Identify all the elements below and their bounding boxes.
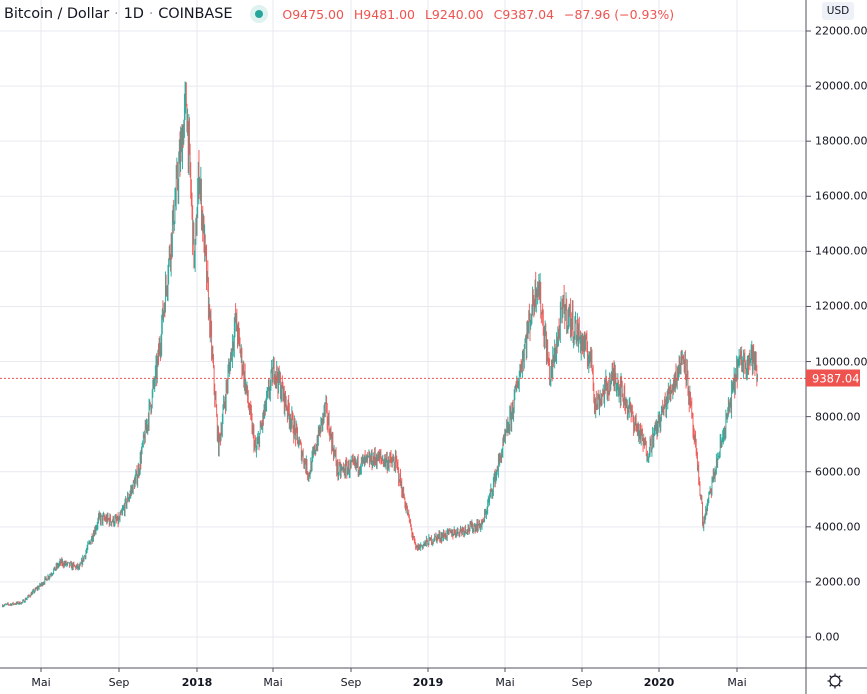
- ohlc-values: O9475.00 H9481.00 L9240.00 C9387.04 −87.…: [282, 7, 680, 22]
- separator-dot: ·: [148, 6, 154, 22]
- price-tick-label: 2000.00: [815, 575, 861, 589]
- close-value: C9387.04: [493, 6, 555, 22]
- exchange: COINBASE: [158, 6, 233, 22]
- market-open-dot-icon: [255, 10, 264, 18]
- time-tick-label: 2019: [412, 676, 444, 689]
- price-tick-label: 8000.00: [815, 410, 861, 424]
- market-status-icon[interactable]: [250, 5, 269, 23]
- symbol-legend: Bitcoin / Dollar · 1D · COINBASE O9475.0…: [4, 4, 680, 24]
- currency-badge[interactable]: USD: [822, 2, 854, 20]
- symbol-name[interactable]: Bitcoin / Dollar: [4, 6, 110, 22]
- candles: [1, 81, 758, 608]
- price-tick-label: 4000.00: [815, 520, 861, 534]
- change-value: −87.96 (−0.93%): [564, 6, 675, 22]
- time-tick-label: 2018: [181, 676, 213, 689]
- low-value: L9240.00: [424, 6, 484, 22]
- price-tick-label: 12000.00: [815, 299, 867, 313]
- time-tick-label: Mai: [263, 676, 283, 689]
- price-tick-label: 14000.00: [815, 244, 867, 258]
- separator-dot: ·: [114, 6, 119, 22]
- price-tick-label: 20000.00: [815, 79, 867, 93]
- time-tick-label: Sep: [571, 676, 593, 689]
- time-tick-label: Sep: [108, 676, 130, 689]
- price-tick-label: 18000.00: [815, 134, 867, 148]
- price-tick-label: 10000.00: [815, 355, 867, 369]
- time-tick-label: Sep: [340, 676, 362, 689]
- high-value: H9481.00: [353, 6, 415, 22]
- interval[interactable]: 1D: [123, 6, 144, 22]
- open-value: O9475.00: [282, 6, 344, 22]
- price-tick-label: 16000.00: [815, 189, 867, 203]
- time-tick-label: 2020: [643, 676, 675, 689]
- time-tick-label: Mai: [31, 676, 51, 689]
- time-tick-label: Mai: [495, 676, 515, 689]
- settings-gear-icon[interactable]: [826, 672, 844, 690]
- last-price-label: 9387.04: [806, 369, 860, 387]
- price-tick-label: 22000.00: [815, 24, 867, 38]
- time-tick-label: Mai: [727, 676, 747, 689]
- price-tick-label: 6000.00: [815, 465, 861, 479]
- price-tick-label: 0.00: [815, 630, 840, 644]
